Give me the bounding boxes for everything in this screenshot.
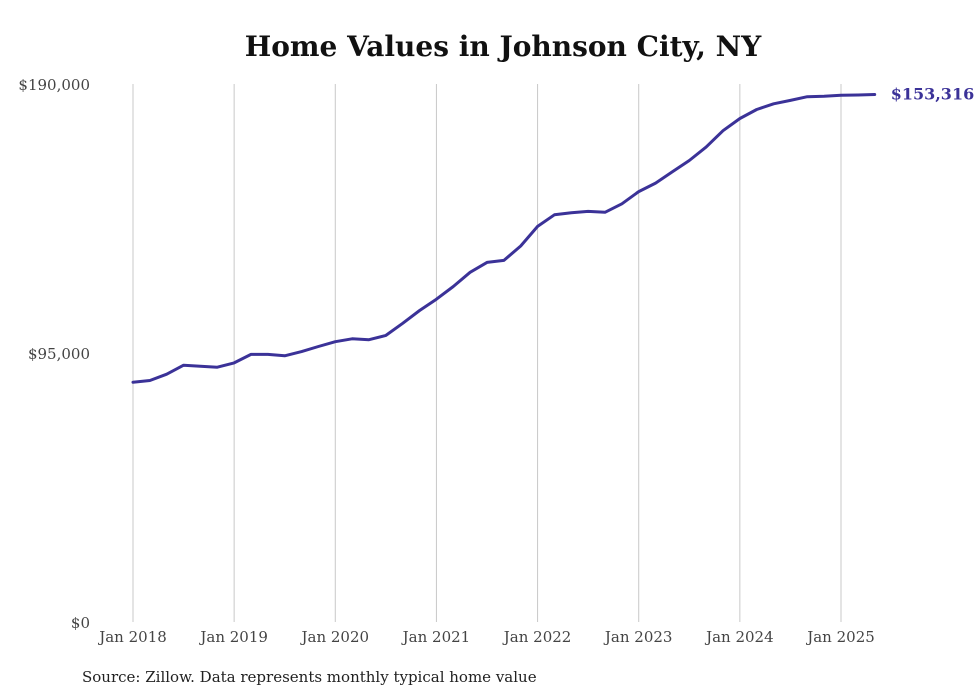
y-axis-ticks: $0 $95,000 $190,000 [18, 76, 90, 632]
x-tick-label: Jan 2025 [805, 628, 875, 646]
y-tick-label: $95,000 [28, 345, 90, 363]
x-tick-label: Jan 2020 [300, 628, 370, 646]
x-tick-label: Jan 2024 [704, 628, 774, 646]
chart-title: Home Values in Johnson City, NY [244, 30, 762, 63]
y-tick-label: $190,000 [18, 76, 90, 94]
x-tick-label: Jan 2022 [502, 628, 572, 646]
x-axis-ticks: Jan 2018 Jan 2019 Jan 2020 Jan 2021 Jan 2022… [97, 628, 875, 646]
x-tick-label: Jan 2021 [401, 628, 471, 646]
x-tick-label: Jan 2023 [603, 628, 673, 646]
end-value-label: $153,316 [891, 84, 975, 103]
source-note: Source: Zillow. Data represents monthly … [82, 668, 537, 686]
x-tick-label: Jan 2019 [198, 628, 268, 646]
y-tick-label: $0 [71, 614, 90, 632]
series-line [131, 93, 877, 384]
series-layer [131, 93, 877, 384]
data-labels: $153,316 [891, 84, 975, 103]
grid-lines [132, 84, 842, 622]
x-tick-label: Jan 2018 [97, 628, 167, 646]
